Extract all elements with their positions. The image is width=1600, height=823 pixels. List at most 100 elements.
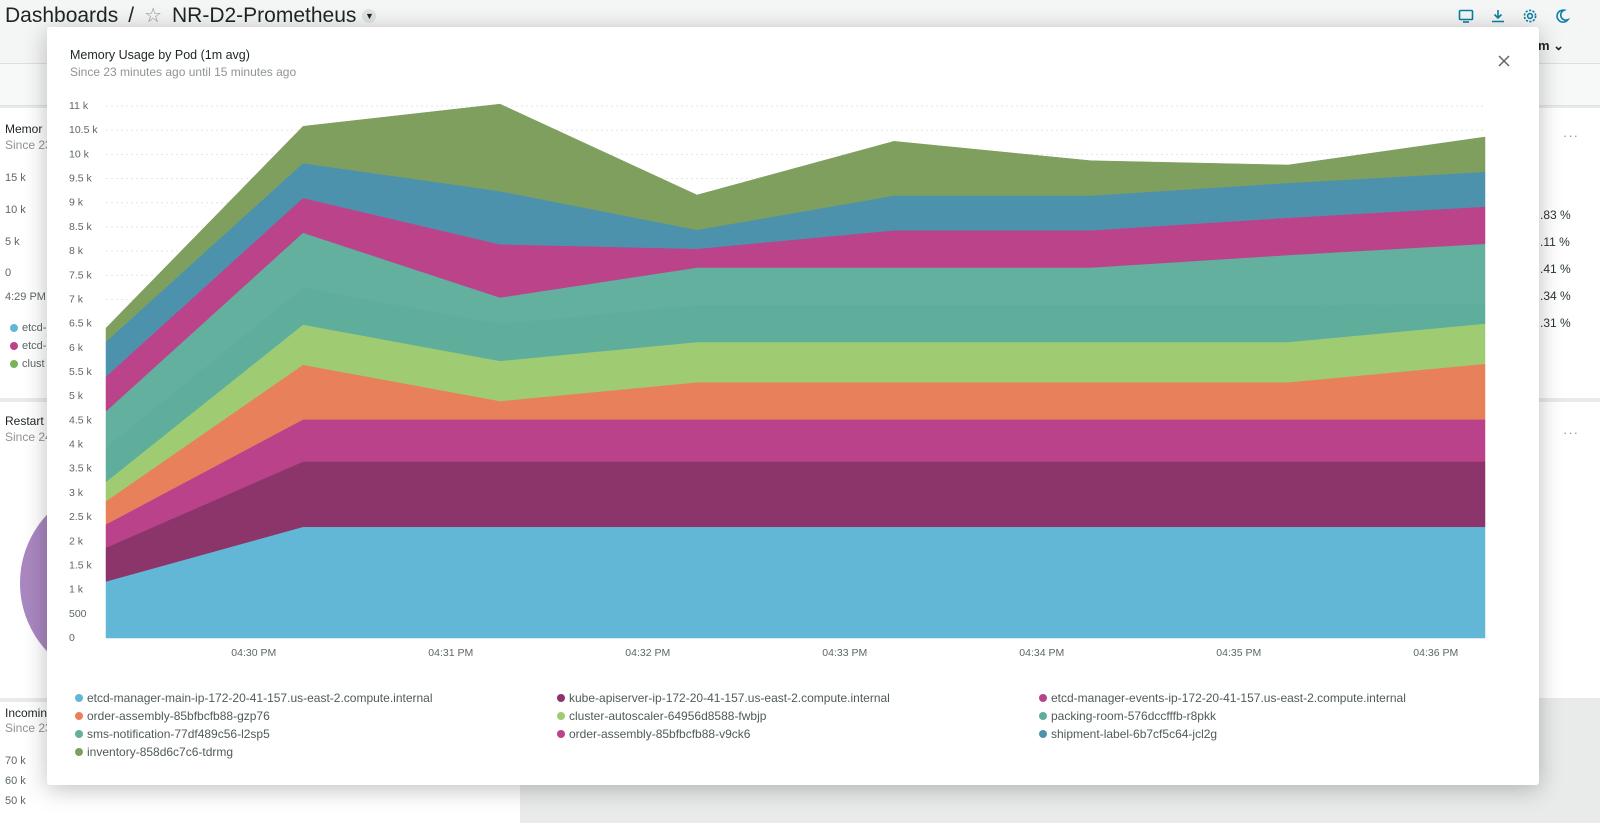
legend-color-dot — [75, 694, 83, 702]
y-tick-label: 2.5 k — [69, 511, 93, 523]
breadcrumb-separator: / — [128, 3, 135, 27]
dark-mode-icon[interactable] — [1554, 8, 1570, 24]
widget-title: Incomin — [5, 706, 48, 720]
x-tick-label: 04:36 PM — [1413, 647, 1458, 659]
chart-detail-modal: Memory Usage by Pod (1m avg) Since 23 mi… — [47, 27, 1539, 785]
y-tick-label: 10 k — [69, 148, 90, 160]
close-icon[interactable] — [1495, 52, 1513, 70]
y-tick-label: 3.5 k — [69, 463, 93, 475]
legend-label: cluster-autoscaler-64956d8588-fwbjp — [569, 709, 767, 723]
y-tick-label: 11 k — [69, 100, 89, 112]
area-series — [105, 103, 1486, 343]
y-tick-label: 4.5 k — [69, 414, 93, 426]
axis-tick: 0 — [5, 267, 12, 279]
y-tick-label: 1 k — [69, 584, 84, 596]
modal-title: Memory Usage by Pod (1m avg) — [70, 48, 250, 62]
percent-value: .83 % — [1540, 208, 1571, 222]
legend-item[interactable]: etcd-manager-main-ip-172-20-41-157.us-ea… — [75, 690, 557, 706]
legend-item[interactable]: order-assembly-85bfbcfb88-gzp76 — [75, 708, 557, 724]
widget-subtitle: Since 24 — [5, 430, 52, 444]
y-tick-label: 6.5 k — [69, 318, 93, 330]
legend-color-dot — [75, 712, 83, 720]
percent-value: .11 % — [1540, 235, 1570, 249]
legend-color-dot — [75, 748, 83, 756]
axis-tick: 70 k — [5, 755, 26, 767]
x-tick-label: 04:31 PM — [428, 647, 473, 659]
y-tick-label: 8.5 k — [69, 221, 93, 233]
legend-item[interactable]: sms-notification-77df489c56-l2sp5 — [75, 726, 557, 742]
axis-tick: 15 k — [5, 172, 26, 184]
legend-label: etcd-manager-main-ip-172-20-41-157.us-ea… — [87, 691, 433, 705]
widget-title: Memor — [5, 122, 43, 136]
stacked-area-chart: 0 500 1 k 1.5 k 2 k 2.5 k 3 k 3.5 k 4 k 4.5 k 5 k 5… — [69, 100, 1486, 659]
legend-label: kube-apiserver-ip-172-20-41-157.us-east-… — [569, 691, 890, 705]
legend-color-dot — [557, 712, 565, 720]
settings-icon[interactable] — [1522, 8, 1538, 24]
tv-icon[interactable] — [1458, 8, 1474, 24]
legend-label: etcd-manager-events-ip-172-20-41-157.us-… — [1051, 691, 1406, 705]
legend-color-dot — [1039, 694, 1047, 702]
legend-item[interactable]: cluster-autoscaler-64956d8588-fwbjp — [557, 708, 1039, 724]
legend-color-dot — [1039, 712, 1047, 720]
download-icon[interactable] — [1490, 8, 1506, 24]
axis-tick: 5 k — [5, 236, 20, 248]
legend-color-dot — [75, 730, 83, 738]
y-tick-label: 3 k — [69, 487, 84, 499]
header-actions — [1458, 8, 1570, 24]
legend-item[interactable]: order-assembly-85bfbcfb88-v9ck6 — [557, 726, 1039, 742]
breadcrumb-dashboards-link[interactable]: Dashboards — [5, 3, 119, 27]
y-tick-label: 0 — [69, 632, 75, 644]
widget-subtitle: Since 23 — [5, 138, 52, 152]
percent-value: .31 % — [1540, 316, 1571, 330]
widget-subtitle: Since 23 — [5, 721, 52, 735]
y-tick-label: 1.5 k — [69, 559, 93, 571]
y-tick-label: 9 k — [69, 197, 84, 209]
legend-label: inventory-858d6c7c6-tdrmg — [87, 745, 234, 759]
y-tick-label: 4 k — [69, 439, 84, 451]
x-tick-label: 04:32 PM — [625, 647, 670, 659]
legend-item[interactable]: kube-apiserver-ip-172-20-41-157.us-east-… — [557, 690, 1039, 706]
percent-value: .34 % — [1540, 289, 1571, 303]
widget-menu-button[interactable]: ··· — [1563, 425, 1579, 440]
legend-label: sms-notification-77df489c56-l2sp5 — [87, 727, 270, 741]
x-tick-label: 04:35 PM — [1216, 647, 1261, 659]
y-tick-label: 8 k — [69, 245, 84, 257]
legend-label: packing-room-576dccfffb-r8pkk — [1051, 709, 1216, 723]
breadcrumb: Dashboards / ☆ NR-D2-Prometheus ▼ — [5, 3, 377, 28]
legend-label: shipment-label-6b7cf5c64-jcl2g — [1051, 727, 1218, 741]
legend-color-dot — [557, 730, 565, 738]
y-tick-label: 7 k — [69, 293, 84, 305]
legend-item[interactable]: shipment-label-6b7cf5c64-jcl2g — [1039, 726, 1521, 742]
legend-item[interactable]: clust — [10, 358, 45, 370]
legend-label: order-assembly-85bfbcfb88-gzp76 — [87, 709, 270, 723]
y-tick-label: 5 k — [69, 390, 84, 402]
legend-item[interactable]: packing-room-576dccfffb-r8pkk — [1039, 708, 1521, 724]
y-tick-label: 5.5 k — [69, 366, 93, 378]
chart-legend: etcd-manager-main-ip-172-20-41-157.us-ea… — [75, 690, 1515, 760]
y-tick-label: 500 — [69, 608, 87, 620]
axis-tick: 10 k — [5, 204, 26, 216]
y-tick-label: 9.5 k — [69, 173, 93, 185]
dashboard-name: NR-D2-Prometheus — [172, 3, 357, 27]
legend-item[interactable]: etcd- — [10, 322, 46, 334]
y-tick-label: 10.5 k — [69, 124, 98, 136]
area-series — [105, 526, 1486, 639]
legend-item[interactable]: etcd- — [10, 340, 46, 352]
x-tick-label: 04:33 PM — [822, 647, 867, 659]
legend-color-dot — [557, 694, 565, 702]
chevron-down-icon[interactable]: ▼ — [362, 8, 377, 23]
widget-menu-button[interactable]: ··· — [1563, 128, 1579, 143]
legend-item[interactable]: inventory-858d6c7c6-tdrmg — [75, 744, 557, 760]
y-tick-label: 2 k — [69, 535, 84, 547]
x-tick-label: 04:34 PM — [1019, 647, 1064, 659]
percent-value: .41 % — [1540, 262, 1571, 276]
x-tick-label: 04:30 PM — [231, 647, 276, 659]
y-tick-label: 7.5 k — [69, 269, 93, 281]
favorite-star-icon[interactable]: ☆ — [144, 5, 163, 27]
legend-color-dot — [1039, 730, 1047, 738]
axis-tick: 60 k — [5, 775, 26, 787]
widget-title: Restart — [5, 414, 44, 428]
axis-tick: 50 k — [5, 795, 26, 807]
legend-item[interactable]: etcd-manager-events-ip-172-20-41-157.us-… — [1039, 690, 1521, 706]
y-tick-label: 6 k — [69, 342, 84, 354]
